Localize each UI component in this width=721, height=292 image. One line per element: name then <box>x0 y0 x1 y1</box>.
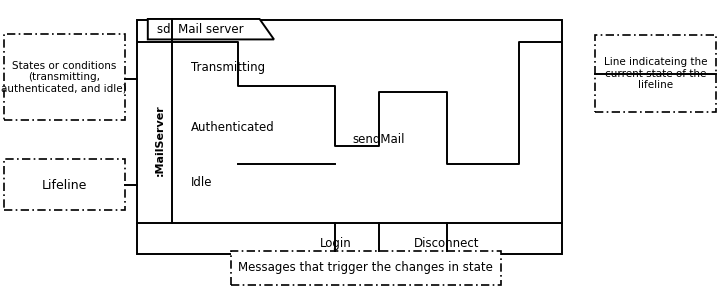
Text: Messages that trigger the changes in state: Messages that trigger the changes in sta… <box>239 261 493 274</box>
Text: Disconnect: Disconnect <box>415 237 479 250</box>
Text: Authenticated: Authenticated <box>191 121 275 133</box>
Text: sd  Mail server: sd Mail server <box>157 23 244 36</box>
Text: Transmitting: Transmitting <box>191 61 265 74</box>
Text: Login: Login <box>319 237 351 250</box>
Bar <box>4 159 125 210</box>
Bar <box>137 20 562 254</box>
Bar <box>595 35 716 112</box>
Text: Lifeline: Lifeline <box>42 179 87 192</box>
Bar <box>4 34 125 120</box>
Text: Line indicateing the
current state of the
lifeline: Line indicateing the current state of th… <box>603 57 707 90</box>
Text: Idle: Idle <box>191 176 213 189</box>
Text: States or conditions
(transmitting,
authenticated, and idle): States or conditions (transmitting, auth… <box>1 61 127 94</box>
Polygon shape <box>148 19 274 39</box>
Text: sendMail: sendMail <box>353 133 404 146</box>
Bar <box>231 251 501 285</box>
Text: :MailServer: :MailServer <box>155 104 165 176</box>
